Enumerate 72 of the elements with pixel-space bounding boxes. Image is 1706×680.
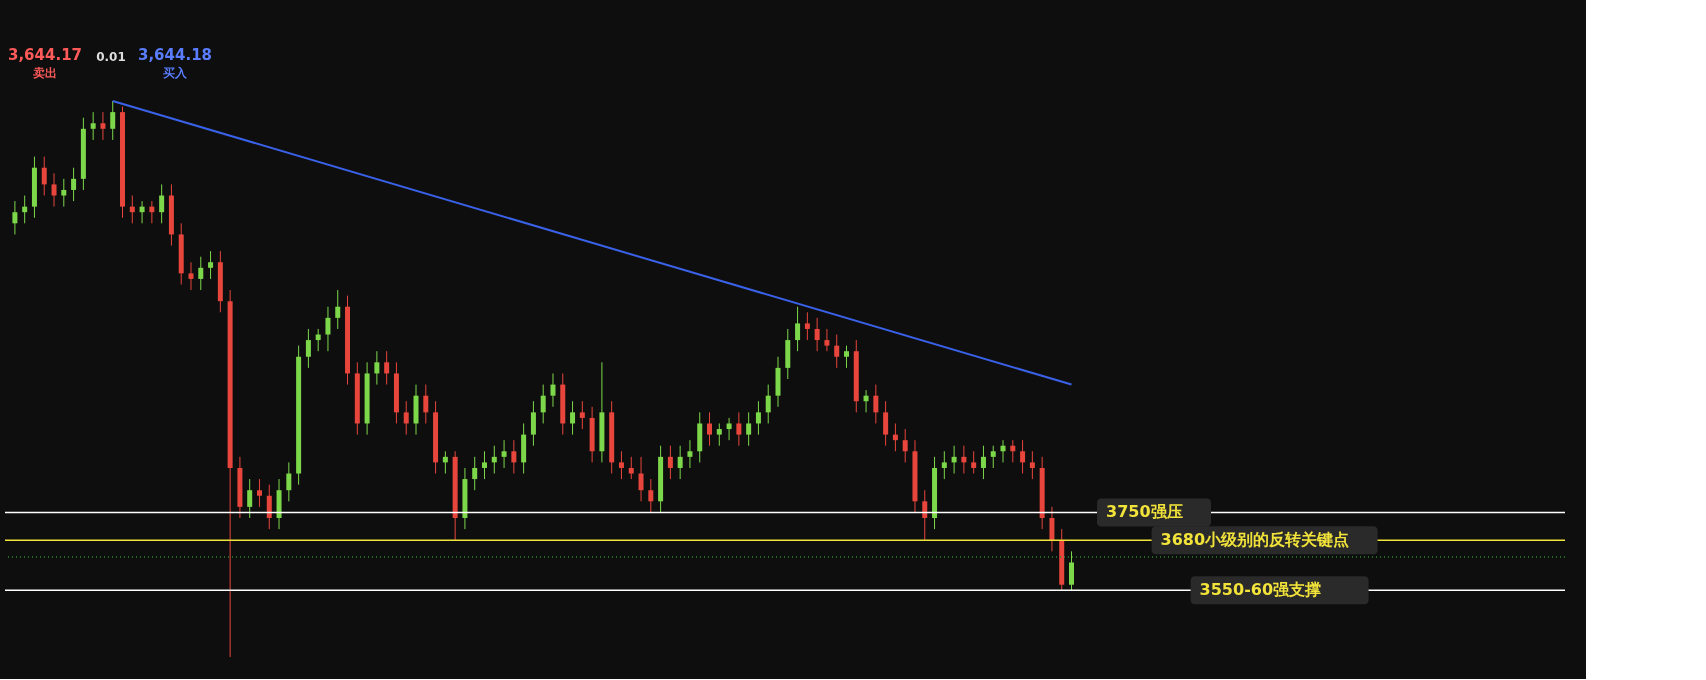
candlestick (971, 450, 977, 475)
candlestick (873, 384, 879, 424)
candlestick (834, 334, 840, 369)
candlestick (325, 306, 331, 352)
candlestick (374, 350, 380, 386)
ref-line-label: 3550-60强支撑 (1199, 580, 1322, 600)
candlestick (511, 439, 517, 475)
candlestick (501, 439, 507, 469)
candlestick (159, 183, 165, 224)
candlestick (648, 478, 654, 513)
candlestick (795, 306, 801, 352)
candlestick (1029, 450, 1035, 480)
candlestick (843, 345, 849, 369)
text: 3,644.18 (137, 46, 213, 64)
candlestick (550, 372, 556, 408)
candlestick (472, 456, 478, 491)
candlestick (1020, 439, 1026, 475)
candlestick (902, 428, 908, 463)
candlestick (736, 411, 742, 447)
candlestick (12, 200, 18, 235)
candlestick (922, 489, 928, 541)
text: 卖出 (33, 66, 57, 80)
candlestick (61, 178, 67, 208)
candlestick (1069, 550, 1075, 591)
candlestick (628, 456, 634, 480)
candlestick (305, 328, 311, 369)
candlestick (423, 384, 429, 424)
candlestick (110, 100, 116, 141)
candlestick (638, 456, 644, 502)
candlestick (980, 445, 986, 480)
candlestick (286, 461, 292, 502)
candlestick (482, 450, 487, 480)
candlestick (90, 111, 96, 141)
candlestick (71, 167, 77, 202)
candlestick (765, 384, 771, 424)
candlestick (384, 350, 390, 386)
candlestick (51, 172, 57, 208)
candlestick (100, 111, 106, 141)
candlestick (677, 445, 683, 480)
candlestick (716, 422, 722, 447)
ref-line-label: 3680小级别的反转关键点 (1160, 530, 1350, 550)
candlestick (247, 478, 253, 519)
candlestick (198, 256, 204, 291)
candlestick (256, 478, 262, 508)
candlestick (570, 400, 576, 436)
candlestick (707, 411, 713, 447)
text: 买入 (163, 66, 188, 80)
candlestick (883, 400, 889, 447)
candlestick (941, 450, 947, 480)
candlestick (990, 445, 996, 469)
candlestick (530, 400, 536, 447)
candlestick (41, 156, 47, 197)
candlestick (579, 400, 585, 430)
candlestick (814, 317, 820, 352)
candlestick (755, 400, 761, 436)
candlestick (403, 400, 409, 436)
candlestick (667, 445, 673, 480)
candlestick (687, 439, 693, 469)
candlestick (188, 261, 194, 291)
candlestick (540, 384, 546, 424)
candlestick (824, 328, 830, 352)
candlestick (618, 450, 624, 480)
candlestick (1049, 506, 1055, 552)
candlestick (726, 417, 732, 441)
text: 3,644.17 (7, 46, 83, 64)
text: 0.01 (96, 50, 126, 64)
candlestick (335, 289, 341, 330)
ref-line-label: 3750强压 (1106, 502, 1183, 522)
candlestick (266, 484, 272, 530)
candlestick (208, 250, 214, 280)
candlestick (746, 411, 752, 447)
candlestick (804, 311, 810, 341)
